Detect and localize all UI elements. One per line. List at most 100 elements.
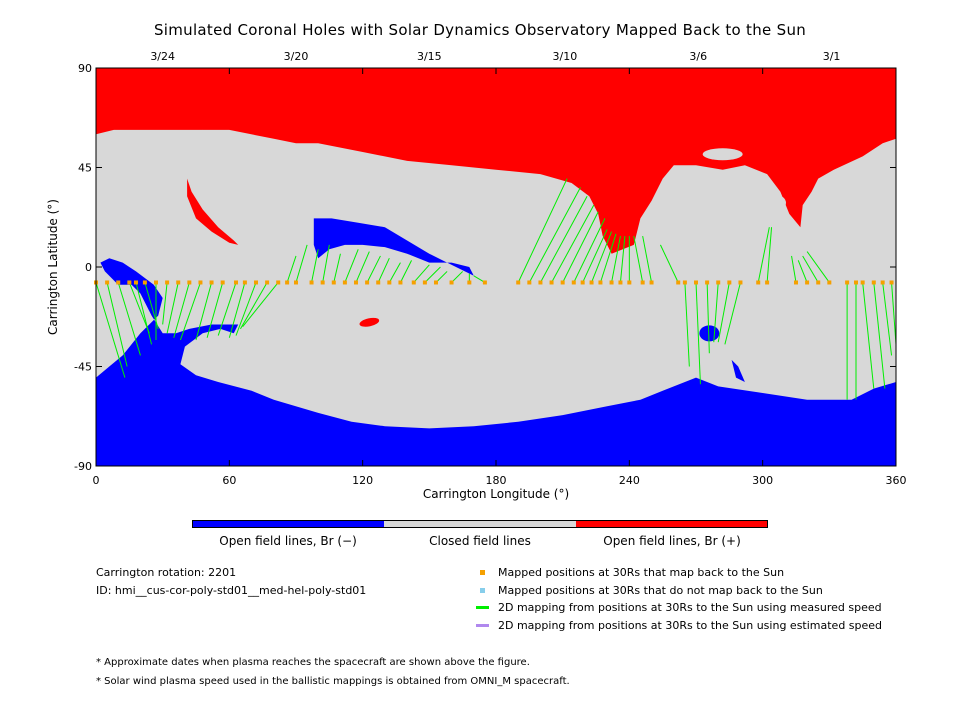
mapped-position-marker (134, 280, 138, 285)
mapped-position-marker (794, 280, 798, 285)
mapping-line (582, 229, 608, 283)
mapping-line (642, 235, 653, 283)
x-tick-label: 180 (486, 474, 507, 487)
mapped-position-marker (516, 280, 521, 285)
mapped-position-marker (816, 280, 821, 285)
legend-measured-line (476, 606, 489, 609)
mapping-line (235, 282, 257, 336)
mapped-position-marker (627, 280, 632, 285)
mapped-position-marker (285, 280, 290, 285)
mapping-line (724, 282, 741, 345)
mapped-position-marker (694, 280, 698, 285)
top-date-label: 3/6 (689, 50, 707, 63)
mapped-position-marker (434, 280, 438, 285)
mapped-position-marker (331, 280, 336, 285)
mapped-position-marker (854, 280, 858, 285)
mapped-position-marker (265, 280, 270, 285)
mapped-position-marker (756, 280, 761, 285)
legend-mapped-back-marker (480, 570, 485, 575)
mapping-line (706, 282, 710, 354)
mapping-line (882, 282, 893, 356)
mapping-line (599, 233, 617, 283)
mapped-position-marker (254, 280, 258, 285)
mapped-position-marker (105, 280, 110, 285)
mapped-position-marker (449, 280, 454, 285)
mapped-position-marker (220, 280, 225, 285)
mapping-line (344, 249, 359, 283)
mapping-line (633, 235, 644, 283)
mapped-position-marker (845, 280, 850, 285)
mapping-line (717, 282, 730, 343)
mapping-line (528, 187, 581, 283)
mapped-position-marker (527, 280, 532, 285)
mapped-position-marker (482, 280, 487, 285)
mapping-line (399, 260, 413, 283)
mapping-line (713, 282, 719, 343)
mapping-line (591, 231, 613, 283)
mapping-line (311, 249, 319, 283)
mapped-position-marker (571, 280, 576, 285)
mapping-line (95, 282, 126, 378)
mapped-position-marker (538, 280, 543, 285)
mapped-position-marker (387, 280, 392, 285)
south-polar-hole (96, 258, 896, 466)
mapping-line (322, 244, 330, 283)
mapping-line (891, 282, 897, 345)
mapping-line (695, 282, 701, 385)
mapped-position-marker (411, 280, 416, 285)
y-tick-label: -90 (74, 460, 92, 473)
mapped-position-marker (560, 280, 565, 285)
mapped-position-marker (682, 280, 687, 285)
top-date-label: 3/1 (823, 50, 841, 63)
mapped-position-marker (127, 280, 132, 285)
mapping-line (166, 282, 179, 334)
mapping-line (540, 196, 588, 283)
mapped-position-marker (549, 280, 554, 285)
note-omni: * Solar wind plasma speed used in the ba… (96, 676, 570, 687)
mapped-position-marker (142, 280, 147, 285)
chart-title: Simulated Coronal Holes with Solar Dynam… (153, 21, 807, 39)
closed-island (766, 194, 786, 211)
mapping-line (659, 244, 679, 283)
legend-estimated: 2D mapping from positions at 30Rs to the… (498, 619, 883, 632)
mapped-position-marker (309, 280, 314, 285)
colorbar-open-negative (192, 520, 384, 528)
closed-bulge (158, 129, 212, 166)
mapped-position-marker (871, 280, 876, 285)
mapped-position-marker (154, 280, 158, 285)
mapping-line (757, 227, 770, 283)
mapped-position-marker (376, 280, 381, 285)
mapped-position-marker (765, 280, 770, 285)
mapped-position-marker (422, 280, 427, 285)
colorbar-frame (192, 520, 768, 528)
colorbar-open-positive (576, 520, 768, 528)
x-tick-label: 360 (886, 474, 907, 487)
mapping-line (873, 282, 886, 389)
mapping-line (286, 255, 297, 283)
mapping-line (206, 282, 224, 338)
legend-not-mapped-marker (480, 588, 485, 593)
legend-not-mapped: Mapped positions at 30Rs that do not map… (498, 584, 823, 597)
mapping-line (377, 257, 390, 283)
mapping-line (173, 282, 190, 338)
colorbar-closed (384, 520, 576, 528)
mapped-position-marker (649, 280, 654, 285)
mapping-line (388, 262, 401, 283)
note-dates: * Approximate dates when plasma reaches … (96, 657, 530, 668)
mapping-line (791, 255, 797, 283)
mapping-line (573, 218, 606, 283)
legend-mapped-back: Mapped positions at 30Rs that map back t… (498, 566, 785, 579)
mapping-line (295, 244, 308, 283)
mapped-position-marker (320, 280, 325, 285)
mapped-position-marker (640, 280, 645, 285)
legend-measured: 2D mapping from positions at 30Rs to the… (498, 601, 882, 614)
mapping-line (333, 253, 341, 283)
carrington-rotation: Carrington rotation: 2201 (96, 566, 237, 579)
y-tick-label: 90 (78, 62, 92, 75)
mapped-position-marker (354, 280, 358, 285)
legend-estimated-line (476, 624, 489, 627)
mapping-line (562, 211, 599, 283)
mapping-line (179, 282, 201, 341)
x-tick-label: 240 (619, 474, 640, 487)
